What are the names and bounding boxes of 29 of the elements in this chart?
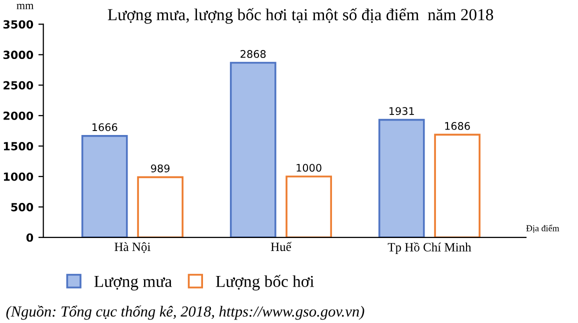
data-label: 2868 <box>240 50 266 58</box>
bar <box>81 135 128 238</box>
bar <box>378 118 425 238</box>
y-tick-label: 500 <box>11 202 34 212</box>
y-tick-label: 2500 <box>4 81 34 90</box>
x-tick-label: Tp Hồ Chí Minh <box>388 242 472 254</box>
x-tick-label: Huế <box>270 242 292 252</box>
data-label: 1686 <box>445 122 470 130</box>
legend-label: Lượng mưa <box>94 276 172 290</box>
y-tick-label: 3000 <box>3 50 34 60</box>
bar <box>434 134 480 238</box>
y-tick-label: 3500 <box>3 20 34 29</box>
bar <box>230 62 276 238</box>
chart-title: Lượng mưa, lượng bốc hơi tại một số địa điểm năm 2018 <box>108 8 494 24</box>
data-label: 1000 <box>296 164 322 172</box>
data-label: 1666 <box>92 123 118 132</box>
data-label: 1931 <box>390 107 414 115</box>
y-tick-label: 1000 <box>4 172 34 181</box>
y-tick-label: 1500 <box>4 142 34 150</box>
y-tick-label: 0 <box>26 233 34 242</box>
x-tick-label: Hà Nội <box>114 242 150 254</box>
legend-label: Lượng bốc hơi <box>216 274 314 290</box>
y-axis-title: mm <box>16 4 34 10</box>
bar <box>286 176 332 238</box>
x-axis-title: Địa điểm <box>526 224 560 233</box>
bar <box>137 176 184 238</box>
data-label: 989 <box>151 164 170 172</box>
y-tick-label: 2000 <box>4 112 34 120</box>
text: (Nguồn: Tổng cục thống kê, 2018, https://www.gso.gov.vn) <box>6 305 364 320</box>
